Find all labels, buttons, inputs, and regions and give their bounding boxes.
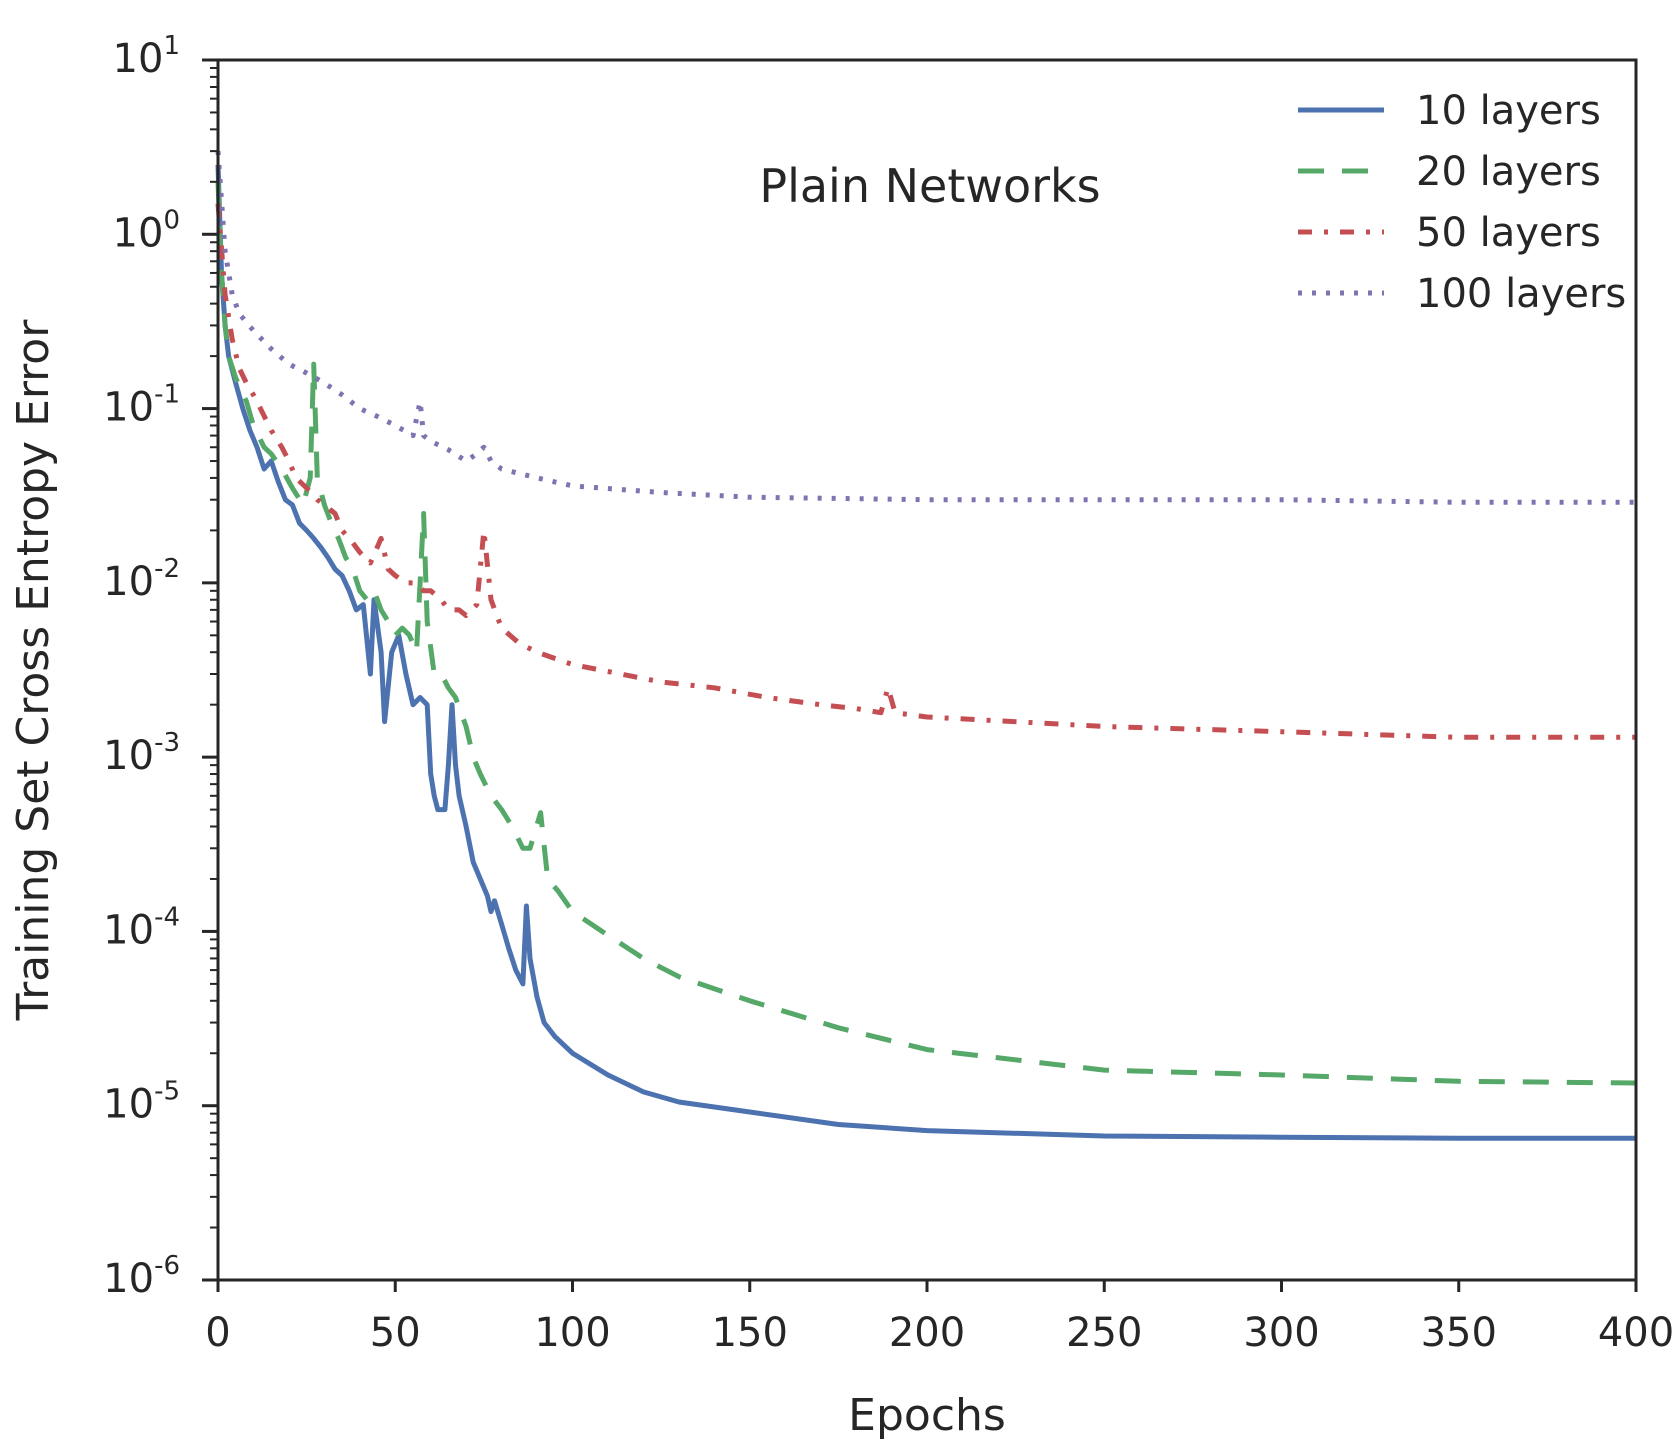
legend-label-2: 20 layers xyxy=(1416,149,1601,195)
series-line-3 xyxy=(215,203,1636,740)
x-tick-label: 350 xyxy=(1421,1310,1497,1356)
y-tick-label: 10-1 xyxy=(103,380,180,431)
y-tick-label: 10-5 xyxy=(103,1077,180,1128)
y-tick-label: 10-6 xyxy=(103,1251,180,1302)
x-tick-label: 100 xyxy=(534,1310,610,1356)
legend: 10 layers 20 layers 50 layers 100 layers xyxy=(1298,88,1626,317)
y-tick-label: 101 xyxy=(113,31,180,82)
y-tick-label: 10-4 xyxy=(103,902,180,953)
legend-label-4: 100 layers xyxy=(1416,271,1626,317)
plot-annotation: Plain Networks xyxy=(759,159,1100,213)
y-tick-label: 10-3 xyxy=(103,728,180,779)
legend-label-1: 10 layers xyxy=(1416,88,1601,134)
series-line-2 xyxy=(215,181,1637,1086)
x-axis-label: Epochs xyxy=(848,1390,1006,1441)
series-line-1 xyxy=(215,164,1636,1141)
y-tick-label: 100 xyxy=(113,205,180,256)
x-tick-label: 400 xyxy=(1598,1310,1674,1356)
x-tick-label: 150 xyxy=(712,1310,788,1356)
y-tick-label: 10-2 xyxy=(103,554,180,605)
legend-label-3: 50 layers xyxy=(1416,210,1601,256)
y-axis-label: Training Set Cross Entropy Error xyxy=(8,319,59,1022)
x-tick-label: 250 xyxy=(1066,1310,1142,1356)
x-tick-label: 200 xyxy=(889,1310,965,1356)
series-layer xyxy=(215,150,1637,1141)
ticks-layer: 0 50 100 150 200 250 300 350 400 101 100 10-1 10-2 10… xyxy=(103,31,1674,1356)
x-tick-label: 300 xyxy=(1243,1310,1319,1356)
series-line-4 xyxy=(215,150,1636,505)
x-tick-label: 50 xyxy=(370,1310,421,1356)
x-tick-label: 0 xyxy=(205,1310,230,1356)
